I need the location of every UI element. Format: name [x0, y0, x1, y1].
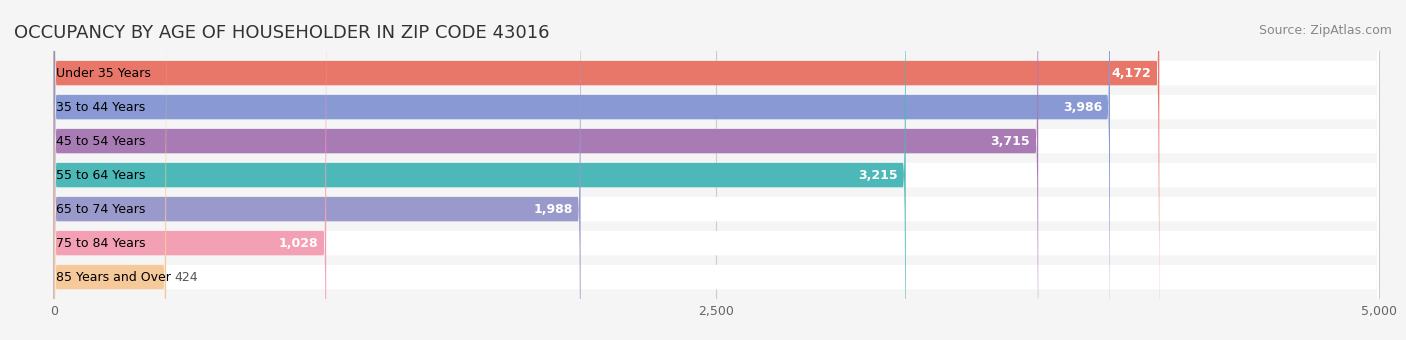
Text: 1,988: 1,988 — [533, 203, 572, 216]
Text: 3,215: 3,215 — [858, 169, 898, 182]
Text: 35 to 44 Years: 35 to 44 Years — [56, 101, 145, 114]
Text: 1,028: 1,028 — [278, 237, 318, 250]
FancyBboxPatch shape — [53, 0, 1160, 340]
Text: Source: ZipAtlas.com: Source: ZipAtlas.com — [1258, 24, 1392, 37]
FancyBboxPatch shape — [53, 0, 1109, 340]
FancyBboxPatch shape — [53, 0, 1379, 340]
Text: Under 35 Years: Under 35 Years — [56, 67, 150, 80]
FancyBboxPatch shape — [53, 0, 1379, 340]
Text: 424: 424 — [174, 271, 198, 284]
Text: 3,715: 3,715 — [991, 135, 1031, 148]
FancyBboxPatch shape — [53, 0, 1379, 340]
FancyBboxPatch shape — [53, 0, 1379, 340]
FancyBboxPatch shape — [53, 0, 166, 340]
FancyBboxPatch shape — [53, 0, 1379, 340]
FancyBboxPatch shape — [53, 0, 905, 340]
FancyBboxPatch shape — [53, 0, 581, 340]
Text: 55 to 64 Years: 55 to 64 Years — [56, 169, 145, 182]
Text: 45 to 54 Years: 45 to 54 Years — [56, 135, 145, 148]
Text: 65 to 74 Years: 65 to 74 Years — [56, 203, 145, 216]
FancyBboxPatch shape — [53, 0, 1379, 340]
FancyBboxPatch shape — [53, 0, 1038, 340]
FancyBboxPatch shape — [53, 0, 326, 340]
Text: 4,172: 4,172 — [1112, 67, 1152, 80]
Text: 3,986: 3,986 — [1063, 101, 1102, 114]
Text: 85 Years and Over: 85 Years and Over — [56, 271, 170, 284]
Text: OCCUPANCY BY AGE OF HOUSEHOLDER IN ZIP CODE 43016: OCCUPANCY BY AGE OF HOUSEHOLDER IN ZIP C… — [14, 24, 550, 42]
Text: 75 to 84 Years: 75 to 84 Years — [56, 237, 145, 250]
FancyBboxPatch shape — [53, 0, 1379, 340]
